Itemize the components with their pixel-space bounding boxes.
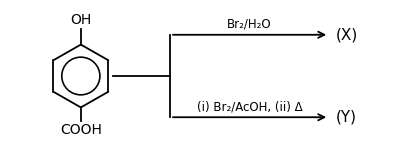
Text: COOH: COOH — [60, 123, 102, 137]
Text: Br₂/H₂O: Br₂/H₂O — [227, 18, 272, 31]
Text: (X): (X) — [335, 27, 358, 42]
Text: (i) Br₂/AcOH, (ii) Δ: (i) Br₂/AcOH, (ii) Δ — [197, 100, 303, 113]
Text: (Y): (Y) — [336, 110, 357, 125]
Text: OH: OH — [70, 13, 91, 27]
